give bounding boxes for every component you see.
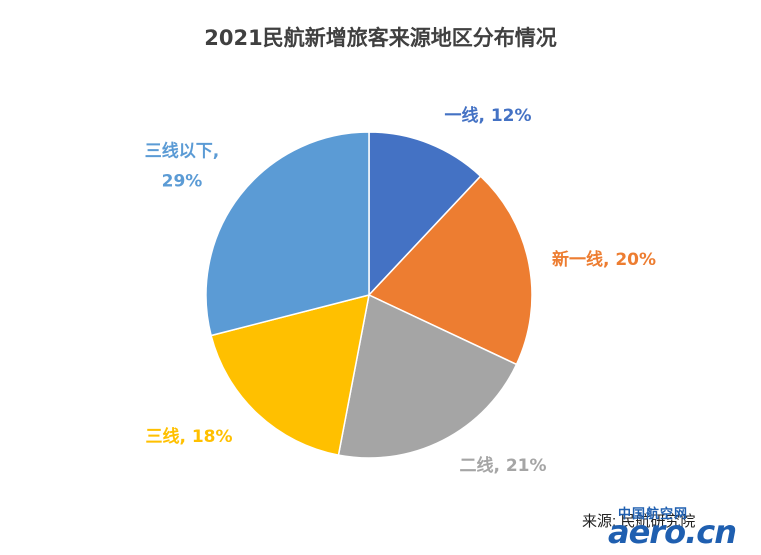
slice-label-erxian: 二线, 21%: [459, 456, 547, 477]
watermark-top-text: 中国航空网: [618, 507, 689, 522]
slice-label-sanxianyixia-name: 三线以下,: [144, 141, 220, 162]
slice-sanxian: [210, 293, 370, 456]
aero-cn-watermark: 中国航空网 aero.cn: [600, 503, 750, 553]
slice-erxian: [337, 293, 518, 459]
slice-sanxianyixia: [205, 131, 370, 337]
slice-yixian: [368, 131, 482, 297]
source-note: 来源: 民航研究院: [582, 513, 696, 530]
slice-xinyixian: [367, 175, 533, 366]
slice-label-xinyixian: 新一线, 20%: [551, 250, 657, 271]
slice-label-sanxianyixia: 三线以下, 29%: [145, 137, 219, 197]
slice-label-sanxianyixia-value: 29%: [161, 171, 203, 191]
slice-label-yixian: 一线, 12%: [444, 106, 532, 127]
chart-title: 2021民航新增旅客来源地区分布情况: [204, 26, 557, 50]
watermark-logo-text: aero.cn: [608, 513, 737, 551]
slice-label-sanxian: 三线, 18%: [145, 427, 233, 448]
